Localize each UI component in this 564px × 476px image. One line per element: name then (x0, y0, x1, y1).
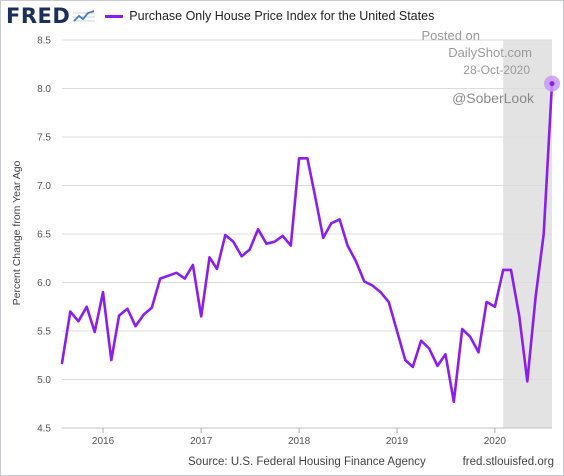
y-tick-label: 8.0 (37, 84, 51, 95)
y-tick-labels-layer: 4.5 5.0 5.5 6.0 6.5 7.0 7.5 8.0 8.5 (37, 36, 51, 435)
x-tick-label: 2017 (190, 436, 213, 447)
watermark-date: 28-Oct-2020 (463, 63, 530, 77)
x-tick-label: 2019 (386, 436, 409, 447)
source-url[interactable]: fred.stlouisfed.org (462, 456, 554, 468)
x-tick-label: 2020 (484, 436, 507, 447)
y-tick-label: 4.5 (37, 424, 51, 435)
x-tick-label: 2016 (92, 436, 115, 447)
chart-title: Purchase Only House Price Index for the … (129, 9, 435, 23)
series-layer (60, 82, 554, 404)
legend-swatch (105, 14, 124, 18)
y-tick-label: 6.0 (37, 278, 51, 289)
y-tick-label: 5.0 (37, 375, 51, 386)
y-axis-title: Percent Change from Year Ago (11, 160, 23, 305)
x-ticks-layer: 2016 2017 2018 2019 2020 (92, 428, 507, 447)
y-tick-label: 7.0 (37, 181, 51, 192)
marker-layer (544, 75, 560, 92)
source-note: Source: U.S. Federal Housing Finance Age… (188, 456, 426, 468)
chart-header: FRED Purchase Only House Price Index for… (6, 4, 434, 28)
series-line[interactable] (60, 82, 554, 404)
x-tick-label: 2018 (288, 436, 311, 447)
fred-logo[interactable]: FRED (6, 4, 71, 28)
y-tick-label: 5.5 (37, 327, 51, 338)
watermark-handle: @SoberLook (452, 90, 534, 106)
watermark-posted-on: Posted on (421, 28, 480, 43)
y-tick-label: 8.5 (37, 36, 51, 47)
watermark-site: DailyShot.com (448, 45, 532, 60)
last-point-marker[interactable] (549, 81, 555, 87)
y-tick-label: 7.5 (37, 133, 51, 144)
trend-line-chart-icon (73, 8, 96, 24)
y-tick-label: 6.5 (37, 230, 51, 241)
gridlines-layer (62, 39, 552, 429)
